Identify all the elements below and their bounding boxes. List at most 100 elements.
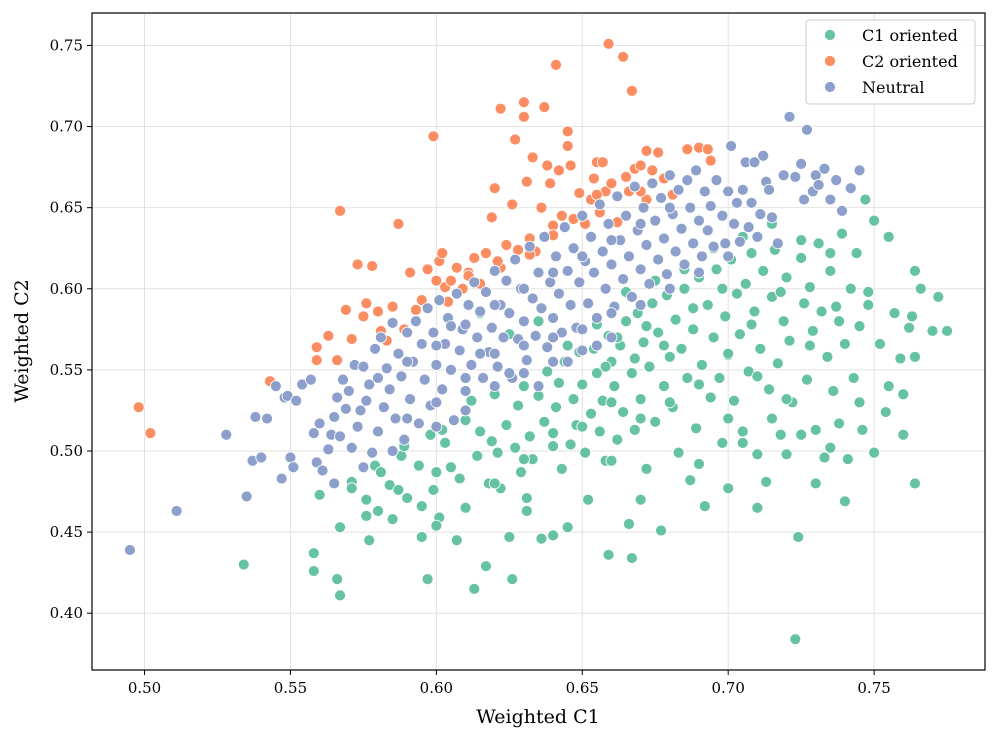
c2-oriented-point xyxy=(640,144,653,157)
c1-oriented-point xyxy=(774,286,787,298)
c1-oriented-point xyxy=(806,325,819,337)
neutral-point xyxy=(698,185,711,198)
c1-oriented-point xyxy=(331,573,344,586)
neutral-point xyxy=(220,428,233,441)
c2-oriented-point xyxy=(652,146,665,159)
neutral-point xyxy=(605,258,618,271)
c1-oriented-point xyxy=(634,493,647,506)
neutral-point xyxy=(748,156,761,169)
c2-oriented-point xyxy=(602,37,615,50)
c1-oriented-point xyxy=(736,436,749,449)
c1-oriented-point xyxy=(480,560,492,573)
c1-oriented-point xyxy=(564,438,577,451)
neutral-point xyxy=(710,174,723,186)
c1-oriented-point xyxy=(719,310,732,323)
c1-oriented-point xyxy=(555,462,568,475)
c1-oriented-point xyxy=(774,428,787,441)
neutral-point xyxy=(669,245,682,258)
neutral-point xyxy=(328,477,341,490)
legend-label-c1: C1 oriented xyxy=(862,26,958,45)
c1-oriented-point xyxy=(847,372,860,384)
neutral-point xyxy=(640,239,653,251)
c1-oriented-point xyxy=(608,380,621,393)
neutral-point xyxy=(599,282,612,295)
neutral-point xyxy=(547,355,559,368)
c1-oriented-point xyxy=(599,360,612,373)
c2-oriented-point xyxy=(553,164,565,177)
c2-oriented-point xyxy=(410,303,422,316)
c1-oriented-point xyxy=(722,412,735,425)
c1-oriented-point xyxy=(783,334,796,347)
neutral-point xyxy=(520,354,533,367)
neutral-point xyxy=(663,169,676,182)
c1-oriented-point xyxy=(888,307,901,320)
legend-marker-c1 xyxy=(824,29,836,41)
c1-oriented-point xyxy=(652,326,665,339)
neutral-point xyxy=(564,299,577,311)
neutral-point xyxy=(678,258,691,271)
c1-oriented-point xyxy=(535,532,548,545)
neutral-point xyxy=(427,326,440,339)
neutral-point xyxy=(249,411,262,423)
c1-oriented-point xyxy=(512,399,524,412)
c2-oriented-point xyxy=(485,211,498,224)
c1-oriented-point xyxy=(827,385,840,397)
c1-oriented-point xyxy=(879,406,892,418)
c2-oriented-point xyxy=(555,209,568,222)
neutral-point xyxy=(745,196,758,209)
c2-oriented-point xyxy=(535,201,548,214)
neutral-point xyxy=(401,326,414,339)
data-points xyxy=(124,37,953,646)
neutral-point xyxy=(795,157,808,170)
legend-box xyxy=(805,19,976,105)
c1-oriented-point xyxy=(821,351,834,363)
neutral-point xyxy=(757,149,770,162)
c1-oriented-point xyxy=(906,310,918,323)
c1-oriented-point xyxy=(789,633,802,646)
neutral-point xyxy=(433,294,446,307)
c1-oriented-point xyxy=(693,458,705,470)
c1-oriented-point xyxy=(698,500,711,513)
c2-oriented-point xyxy=(544,177,557,190)
neutral-point xyxy=(316,464,329,477)
c1-oriented-point xyxy=(415,500,428,513)
neutral-point xyxy=(377,401,390,414)
neutral-point xyxy=(628,180,641,193)
c1-oriented-point xyxy=(722,347,735,360)
neutral-point xyxy=(704,200,717,212)
neutral-point xyxy=(480,286,492,298)
c2-oriented-point xyxy=(518,110,530,123)
c1-oriented-point xyxy=(506,573,519,586)
neutral-point xyxy=(728,217,740,230)
neutral-point xyxy=(576,323,589,336)
c1-oriented-point xyxy=(894,352,907,365)
y-tick-label: 0.60 xyxy=(50,280,83,298)
c1-oriented-point xyxy=(856,424,869,436)
c1-oriented-point xyxy=(751,501,764,514)
c1-oriented-point xyxy=(538,415,551,428)
c1-oriented-point xyxy=(450,534,463,547)
y-tick-label: 0.45 xyxy=(50,523,83,541)
neutral-point xyxy=(418,373,431,386)
c1-oriented-point xyxy=(585,407,597,420)
c1-oriented-point xyxy=(850,247,863,259)
c2-oriented-point xyxy=(436,247,449,259)
neutral-point xyxy=(392,347,405,360)
c1-oriented-point xyxy=(640,320,653,332)
c1-oriented-point xyxy=(485,435,498,448)
neutral-point xyxy=(398,433,411,446)
neutral-point xyxy=(602,217,615,230)
c1-oriented-point xyxy=(518,453,530,466)
neutral-point xyxy=(430,420,443,433)
c1-oriented-point xyxy=(713,372,726,384)
c1-oriented-point xyxy=(780,393,793,405)
neutral-point xyxy=(421,302,434,315)
c2-oriented-point xyxy=(132,401,145,414)
neutral-point xyxy=(485,321,498,334)
c1-oriented-point xyxy=(468,582,481,595)
c1-oriented-point xyxy=(360,493,373,506)
c1-oriented-point xyxy=(862,286,875,298)
neutral-point xyxy=(576,344,589,357)
neutral-point xyxy=(450,287,463,300)
neutral-point xyxy=(684,201,697,214)
